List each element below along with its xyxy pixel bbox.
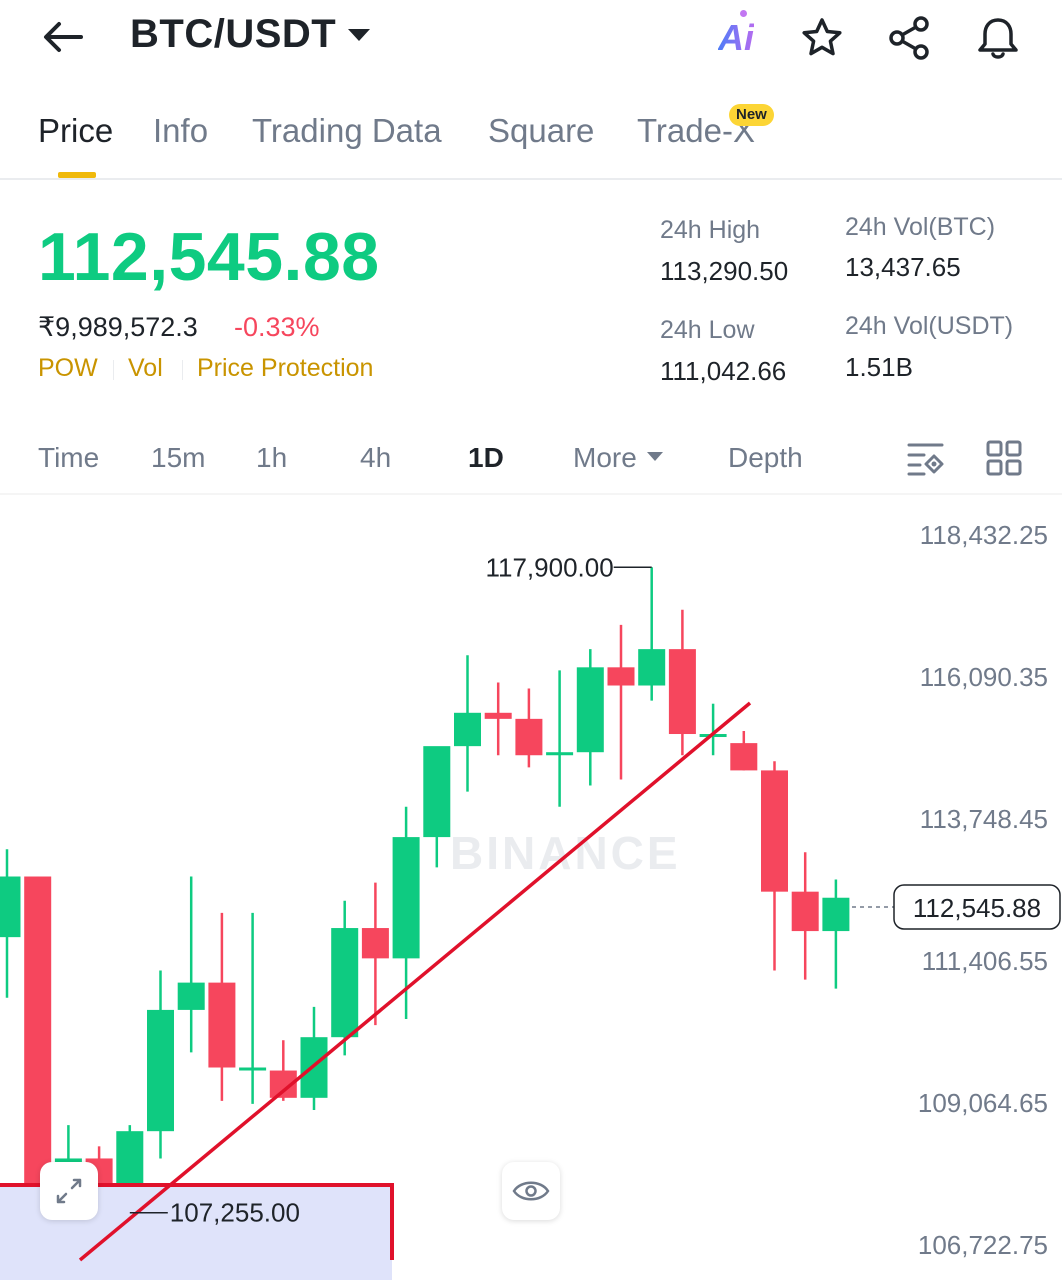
candle-body: [822, 897, 850, 932]
divider: [182, 360, 183, 380]
vol-btc-value: 13,437.65: [845, 252, 961, 282]
y-axis-tick-label: 109,064.65: [918, 1088, 1048, 1118]
pair-selector[interactable]: BTC/USDT: [130, 12, 371, 57]
sparkle-icon: [740, 10, 747, 17]
candle-body: [607, 667, 635, 686]
candle-body: [392, 837, 420, 959]
candle-body: [423, 746, 451, 838]
candle-body: [638, 649, 666, 686]
indicator-settings-icon[interactable]: [904, 436, 948, 480]
vol-btc-label: 24h Vol(BTC): [845, 213, 996, 241]
candlestick-chart[interactable]: BINANCE 118,432.25 116,090.35 113,748.45 11…: [0, 495, 1062, 1280]
interval-1d[interactable]: 1D: [468, 442, 504, 473]
tag-price-protection[interactable]: Price Protection: [197, 354, 374, 382]
pair-name: BTC/USDT: [130, 12, 337, 56]
interval-time[interactable]: Time: [38, 442, 100, 473]
new-badge: New: [729, 104, 774, 126]
y-axis-tick-label: 106,722.75: [918, 1230, 1048, 1260]
high-label: 24h High: [660, 216, 761, 244]
vol-usdt-value: 1.51B: [845, 352, 913, 382]
low-value: 111,042.66: [660, 356, 787, 386]
trendline[interactable]: [78, 701, 752, 1262]
expand-icon: [56, 1178, 82, 1204]
y-axis-tick-label: 111,406.55: [922, 946, 1048, 976]
interval-1h[interactable]: 1h: [256, 442, 288, 473]
eye-icon: [512, 1181, 550, 1201]
active-tab-indicator: [58, 172, 96, 178]
candle-body: [576, 667, 604, 753]
candle-body: [147, 1009, 174, 1132]
candle-body: [116, 1131, 144, 1192]
min-price-label: 107,255.00: [170, 1198, 300, 1228]
star-icon[interactable]: [798, 14, 846, 62]
candle-body: [761, 770, 788, 892]
drawn-rectangle-border: [0, 1183, 394, 1260]
candle-body: [239, 1067, 267, 1071]
candle-body: [208, 982, 236, 1068]
candle-body: [177, 982, 205, 1010]
back-arrow-icon[interactable]: [38, 14, 88, 60]
ai-icon[interactable]: Ai: [712, 10, 760, 62]
candle-body: [791, 891, 819, 932]
bell-icon[interactable]: [974, 14, 1022, 62]
interval-15m[interactable]: 15m: [151, 442, 206, 473]
ai-label: Ai: [718, 17, 754, 58]
candle-body: [0, 876, 21, 938]
last-price: 112,545.88: [38, 219, 380, 295]
depth-button[interactable]: Depth: [728, 442, 803, 473]
fiat-price: ₹9,989,572.3: [38, 312, 198, 342]
high-value: 113,290.50: [660, 256, 789, 286]
chevron-down-icon: [646, 452, 663, 462]
candle-body: [484, 712, 512, 719]
tab-trading-data[interactable]: Trading Data: [252, 112, 442, 149]
watermark: BINANCE: [450, 827, 681, 879]
more-label: More: [573, 442, 637, 473]
vol-usdt-label: 24h Vol(USDT): [845, 312, 1014, 340]
y-axis-tick-label: 118,432.25: [920, 520, 1048, 550]
top-bar: BTC/USDT Ai: [0, 0, 1062, 80]
tab-square[interactable]: Square: [488, 112, 595, 149]
candle-body: [331, 928, 359, 1038]
interval-more[interactable]: More: [573, 442, 663, 474]
candle-body: [668, 649, 696, 735]
chevron-down-icon: [348, 28, 371, 41]
expand-chart-button[interactable]: [40, 1162, 98, 1220]
y-axis-tick-label: 116,090.35: [920, 662, 1048, 692]
interval-4h[interactable]: 4h: [360, 442, 392, 473]
current-price-marker: 112,545.88: [852, 884, 1061, 930]
candle-body: [730, 743, 758, 771]
candle-body: [361, 928, 389, 959]
low-label: 24h Low: [660, 316, 755, 344]
current-price-box: [893, 884, 1061, 930]
candle-body: [454, 712, 481, 747]
max-price-label: 117,900.00: [485, 552, 613, 582]
share-icon[interactable]: [886, 14, 934, 62]
y-axis-tick-label: 113,748.45: [920, 804, 1048, 834]
current-price-label: 112,545.88: [913, 893, 1041, 923]
divider: [113, 360, 114, 380]
tag-pow[interactable]: POW: [38, 354, 98, 382]
divider: [0, 178, 1062, 180]
candle-body: [546, 752, 574, 756]
layout-grid-icon[interactable]: [982, 436, 1026, 480]
tag-vol[interactable]: Vol: [128, 354, 163, 382]
toggle-drawings-button[interactable]: [502, 1162, 560, 1220]
divider: [0, 493, 1062, 495]
price-change-percent: -0.33%: [234, 312, 320, 342]
candle-body: [24, 876, 52, 1186]
section-tabs: Price Info Trading Data Square Trade-X: [0, 96, 1062, 178]
tab-price[interactable]: Price: [38, 112, 114, 149]
candle-body: [515, 718, 543, 756]
tab-info[interactable]: Info: [153, 112, 209, 149]
